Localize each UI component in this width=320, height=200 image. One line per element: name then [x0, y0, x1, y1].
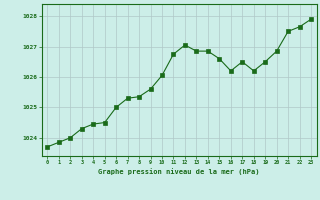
X-axis label: Graphe pression niveau de la mer (hPa): Graphe pression niveau de la mer (hPa) — [99, 168, 260, 175]
